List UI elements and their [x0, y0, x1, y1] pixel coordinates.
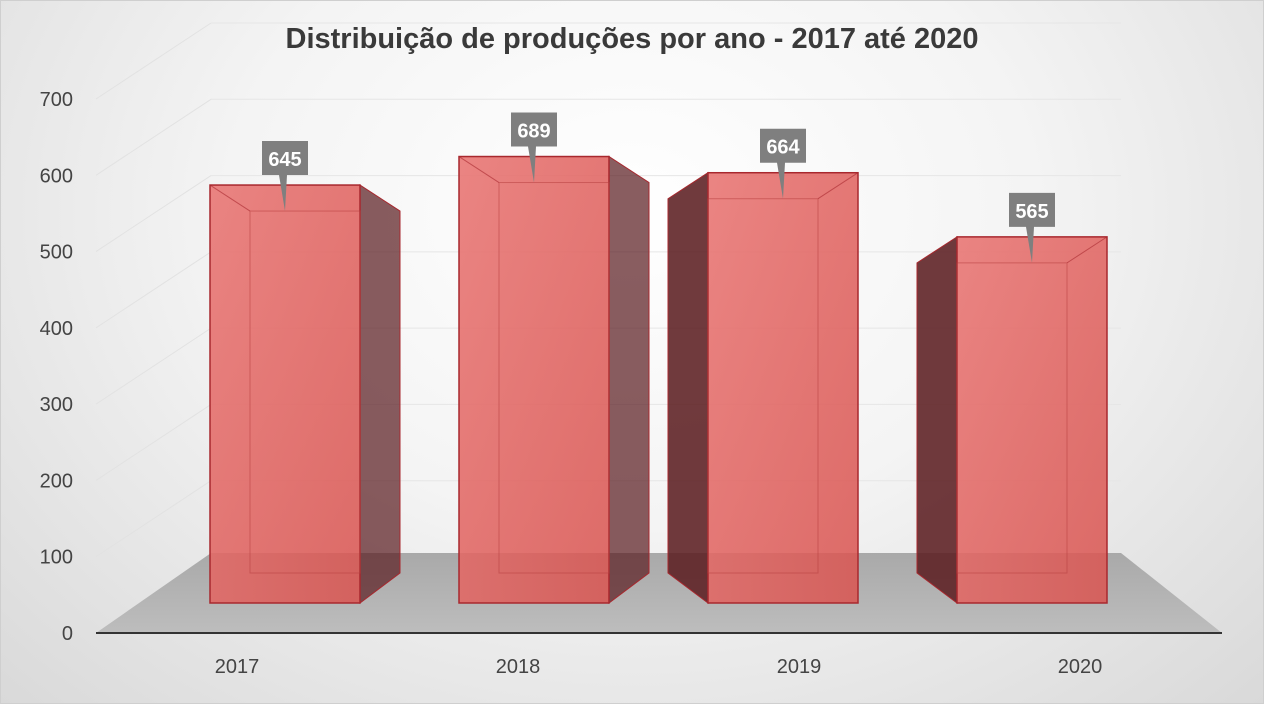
data-label: 664 [766, 137, 800, 159]
bar-inner-edge [498, 182, 610, 574]
y-tick-label: 400 [40, 318, 73, 340]
gridline-side [95, 251, 212, 329]
bar-2020 [956, 236, 1108, 604]
chart-title: Distribuição de produções por ano - 2017… [285, 23, 979, 55]
bar-inner-edge [707, 198, 819, 574]
gridline-side [95, 22, 212, 100]
bar-inner-edge [956, 262, 1068, 574]
bar-2018 [458, 155, 610, 604]
bar-side-face [667, 171, 709, 604]
y-tick-label: 200 [40, 470, 73, 492]
data-label: 565 [1015, 201, 1048, 223]
y-tick-label: 600 [40, 165, 73, 187]
bar-2019 [707, 171, 859, 604]
data-label-box [760, 128, 806, 199]
gridline-side [95, 175, 212, 252]
bar-inner-edge [249, 210, 361, 574]
x-tick-label: 2018 [496, 656, 541, 678]
gridline-side [95, 98, 212, 176]
y-tick-label: 500 [40, 242, 73, 264]
gridline-side [95, 480, 212, 558]
x-tick-label: 2019 [777, 656, 822, 678]
y-tick-label: 0 [62, 623, 73, 645]
bar-side-face [359, 184, 401, 604]
bar-depth-edge [817, 172, 859, 200]
data-label-box [262, 141, 308, 212]
x-tick-label: 2020 [1058, 656, 1103, 678]
data-label-box [511, 112, 557, 183]
y-tick-label: 100 [40, 547, 73, 569]
bar-side-face [916, 235, 958, 604]
bar-depth-edge [209, 184, 251, 212]
y-tick-label: 700 [40, 89, 73, 111]
y-tick-label: 300 [40, 394, 73, 416]
bar-2017 [209, 184, 361, 604]
data-label-box [1009, 192, 1055, 263]
gridline-side [95, 327, 212, 405]
x-tick-label: 2017 [215, 656, 260, 678]
bar-depth-edge [1066, 236, 1108, 264]
data-label: 645 [268, 149, 301, 171]
bar-depth-edge [458, 156, 500, 183]
data-label: 689 [517, 121, 550, 143]
bar-side-face [608, 155, 650, 604]
gridline-side [95, 404, 212, 481]
